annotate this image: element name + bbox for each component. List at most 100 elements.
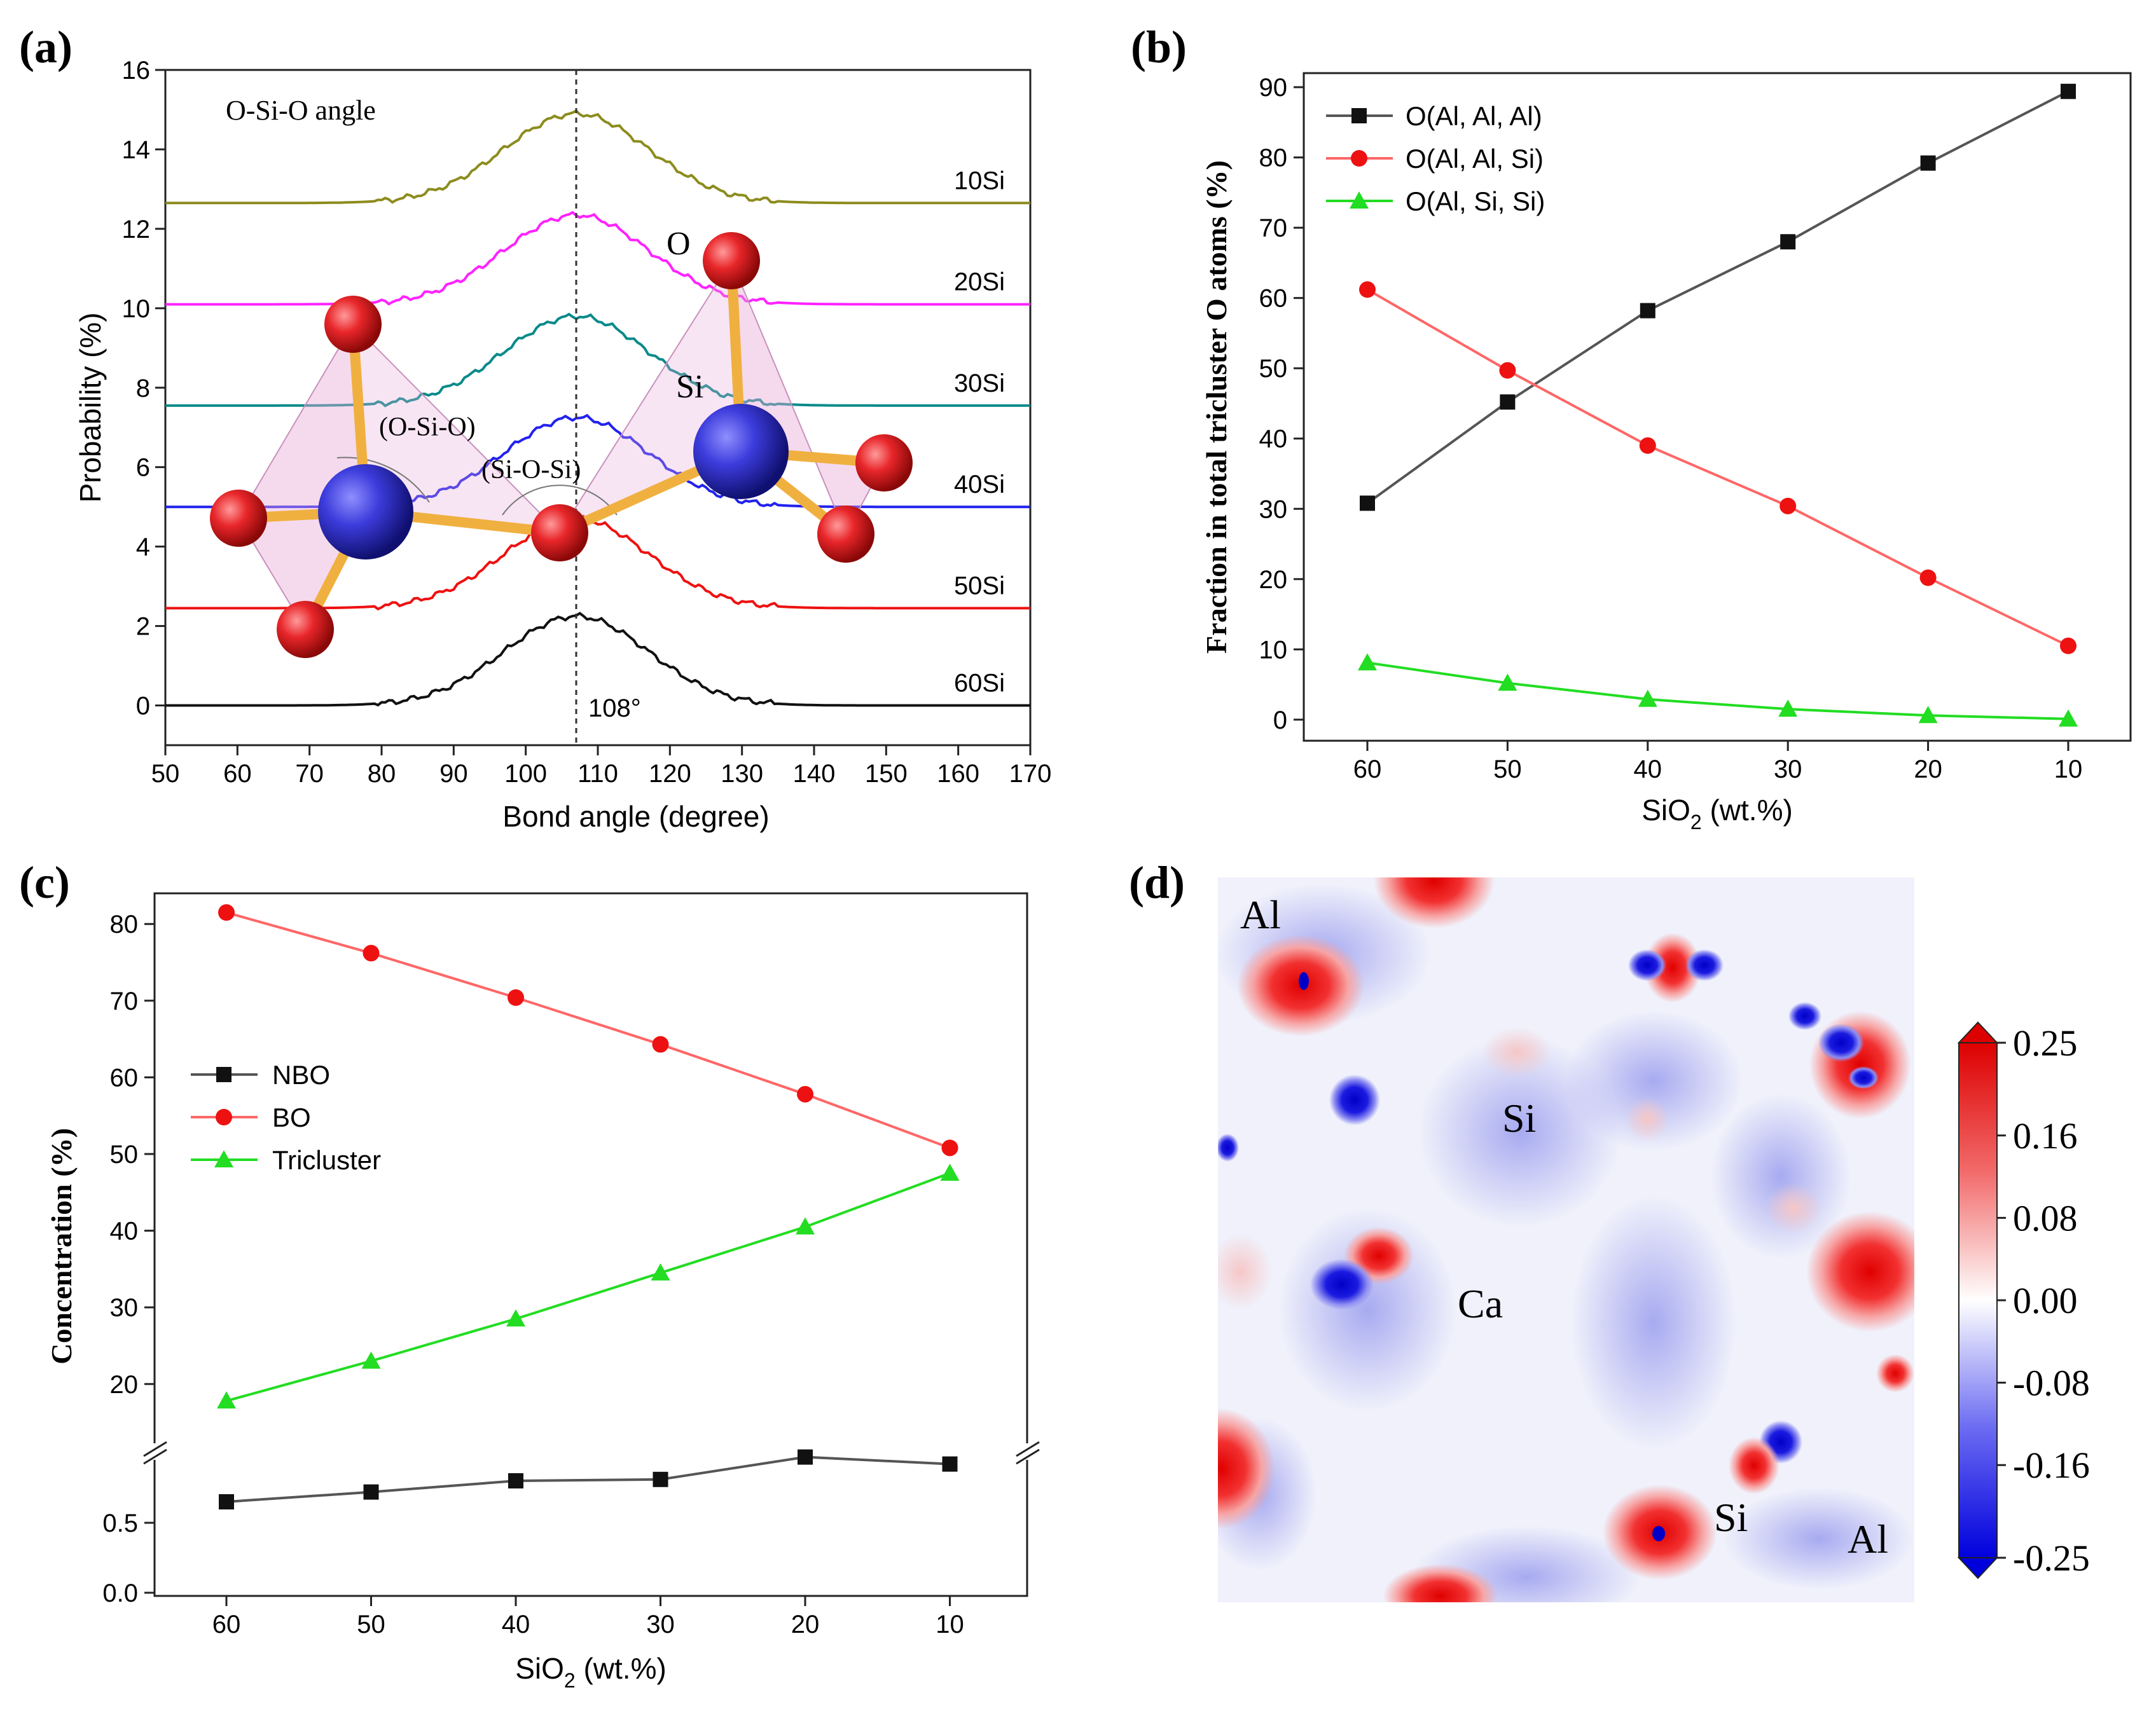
panel-c-y-tick-label: 70 <box>110 987 139 1015</box>
molecule-O-label: O <box>667 226 691 262</box>
panel-c-point <box>942 1456 958 1472</box>
panel-b-x-tick-label: 20 <box>1914 755 1942 783</box>
panel-c-y-tick-label: 40 <box>110 1218 139 1246</box>
panel-c-x-label: SiO2 (wt.%) <box>515 1652 667 1692</box>
panel-c-y-tick-label: 30 <box>110 1294 139 1322</box>
panel-a-y-label: Probability (%) <box>74 312 107 502</box>
panel-c-x-tick-label: 30 <box>646 1611 675 1639</box>
panel-b-point <box>1639 437 1656 454</box>
panel-a-x-label: Bond angle (degree) <box>502 800 769 833</box>
atom-label-al-top: Al <box>1240 892 1281 937</box>
panel-b-legend-marker <box>1351 150 1367 167</box>
panel-c-y-tick-label: 0.5 <box>102 1509 138 1537</box>
colorbar-top-arrow <box>1957 1021 1999 1043</box>
panel-b-y-tick-label: 10 <box>1259 636 1288 664</box>
panel-c-x-tick-label: 50 <box>357 1611 385 1639</box>
panel-a-x-tick-label: 120 <box>649 760 691 788</box>
panel-c-y-tick-label: 20 <box>110 1371 139 1399</box>
panel-b-point <box>1919 569 1937 586</box>
panel-c-line-2 <box>226 1172 951 1403</box>
panel-c-point <box>797 1085 813 1103</box>
panel-b-point <box>1638 689 1657 707</box>
panel-a-y-tick-label: 8 <box>136 374 150 402</box>
panel-a-y-tick-label: 6 <box>136 454 150 482</box>
panel-b-legend-label: O(Al, Al, Si) <box>1406 144 1544 174</box>
panel-a: (a) 0 2 4 6 8 10 12 14 16 50 60 70 80 90 100 110 120 130… <box>19 22 1051 833</box>
panel-c-legend-label: NBO <box>272 1060 330 1090</box>
panel-b-x-tick-label: 30 <box>1774 755 1802 783</box>
panel-b-y-tick-label: 30 <box>1259 495 1288 523</box>
molecule-illustration: O Si (O-Si-O) (Si-O-Si) <box>210 226 913 658</box>
panel-b-point <box>1500 394 1516 410</box>
panel-b-line-2 <box>1367 661 2069 720</box>
panel-a-x-tick-label: 60 <box>223 760 252 788</box>
panel-c-x-tick-label: 10 <box>936 1611 964 1639</box>
panel-b-point <box>1640 303 1655 319</box>
panel-c-line-0 <box>226 1455 950 1503</box>
panel-c-label: (c) <box>19 857 70 908</box>
panel-c-point <box>653 1471 668 1487</box>
panel-b: (b) 0 10 20 30 40 50 60 70 80 90 60 50 40 30 20 10 O(Al… <box>1131 22 2132 834</box>
colorbar-tick-label: 0.08 <box>2013 1197 2078 1239</box>
panel-c-point <box>941 1139 958 1157</box>
colorbar-tick-label: 0.00 <box>2013 1280 2078 1321</box>
panel-a-series-label: 20Si <box>954 268 1005 296</box>
panel-c-x-tick-label: 60 <box>212 1611 241 1639</box>
panel-b-line-0 <box>1366 90 2069 505</box>
panel-c-legend-label: BO <box>272 1103 311 1132</box>
panel-c-point <box>508 1473 523 1488</box>
panel-c-y-tick-label: 60 <box>110 1064 139 1092</box>
panel-c: (c) 20 30 40 50 60 70 80 0.0 0.5 60 50 40 30 20 10 NBO… <box>19 857 1040 1692</box>
panel-c-x-tick-label: 20 <box>791 1611 820 1639</box>
colorbar-bottom-arrow <box>1957 1557 1999 1579</box>
panel-a-x-tick-label: 90 <box>439 760 468 788</box>
panel-b-legend-label: O(Al, Al, Al) <box>1406 101 1542 131</box>
panel-b-y-tick-label: 0 <box>1273 706 1287 734</box>
panel-b-point <box>1358 653 1377 671</box>
panel-b-y-tick-label: 40 <box>1259 425 1288 453</box>
panel-a-series-label: 50Si <box>954 572 1005 600</box>
panel-c-legend: NBO BO Tricluster <box>191 1060 381 1175</box>
panel-a-x-tick-label: 140 <box>793 760 836 788</box>
panel-c-point <box>363 945 380 962</box>
panel-a-x-tick-label: 50 <box>151 760 180 788</box>
panel-b-x-tick-label: 40 <box>1634 755 1662 783</box>
panel-b-point <box>1780 234 1796 250</box>
panel-c-axes: 20 30 40 50 60 70 80 0.0 0.5 60 50 40 30 20 10 <box>102 910 964 1639</box>
panel-c-frame <box>153 892 1028 1597</box>
panel-a-curve-40Si <box>165 413 1030 509</box>
panel-b-x-label-sub: 2 <box>1690 811 1702 834</box>
panel-c-point <box>217 1391 236 1409</box>
panel-b-point <box>1920 155 1936 171</box>
panel-b-point <box>2061 83 2076 99</box>
panel-a-x-tick-label: 100 <box>504 760 547 788</box>
panel-a-series-labels: 10Si 20Si 30Si 40Si 50Si 60Si <box>954 167 1005 697</box>
panel-a-series-label: 60Si <box>954 670 1005 697</box>
panel-a-y-tick-label: 12 <box>122 216 151 244</box>
panel-a-curve-60Si <box>165 612 1030 707</box>
panel-c-y-tick-label: 80 <box>110 910 139 938</box>
colorbar-tick-label: -0.08 <box>2013 1363 2090 1404</box>
atom-label-si-bottom: Si <box>1714 1495 1748 1540</box>
panel-b-point <box>1360 495 1375 511</box>
panel-c-legend-marker <box>216 1067 231 1082</box>
molecule-Si-O-Si-label: (Si-O-Si) <box>481 455 581 484</box>
panel-b-point <box>2059 709 2078 727</box>
panel-a-x-tick-label: 130 <box>721 760 763 788</box>
panel-b-y-tick-label: 90 <box>1259 74 1288 102</box>
panel-a-label: (a) <box>19 22 73 72</box>
panel-b-point <box>1918 706 1938 724</box>
panel-b-label: (b) <box>1131 22 1187 72</box>
panel-a-y-tick-label: 14 <box>122 136 151 164</box>
panel-a-x-tick-label: 160 <box>937 760 979 788</box>
panel-c-line-1 <box>226 911 951 1150</box>
panel-a-y-tick-label: 16 <box>122 57 151 85</box>
panel-a-x-tick-label: 150 <box>865 760 908 788</box>
panel-a-x-tick-label: 80 <box>368 760 396 788</box>
colorbar-gradient <box>1958 1042 1998 1558</box>
panel-b-y-tick-label: 50 <box>1259 355 1288 383</box>
panel-c-legend-marker <box>216 1109 232 1125</box>
panel-b-x-label-main: SiO <box>1641 794 1690 827</box>
charge-density-heatmap <box>1218 877 1914 1602</box>
panel-b-point <box>1499 362 1516 379</box>
